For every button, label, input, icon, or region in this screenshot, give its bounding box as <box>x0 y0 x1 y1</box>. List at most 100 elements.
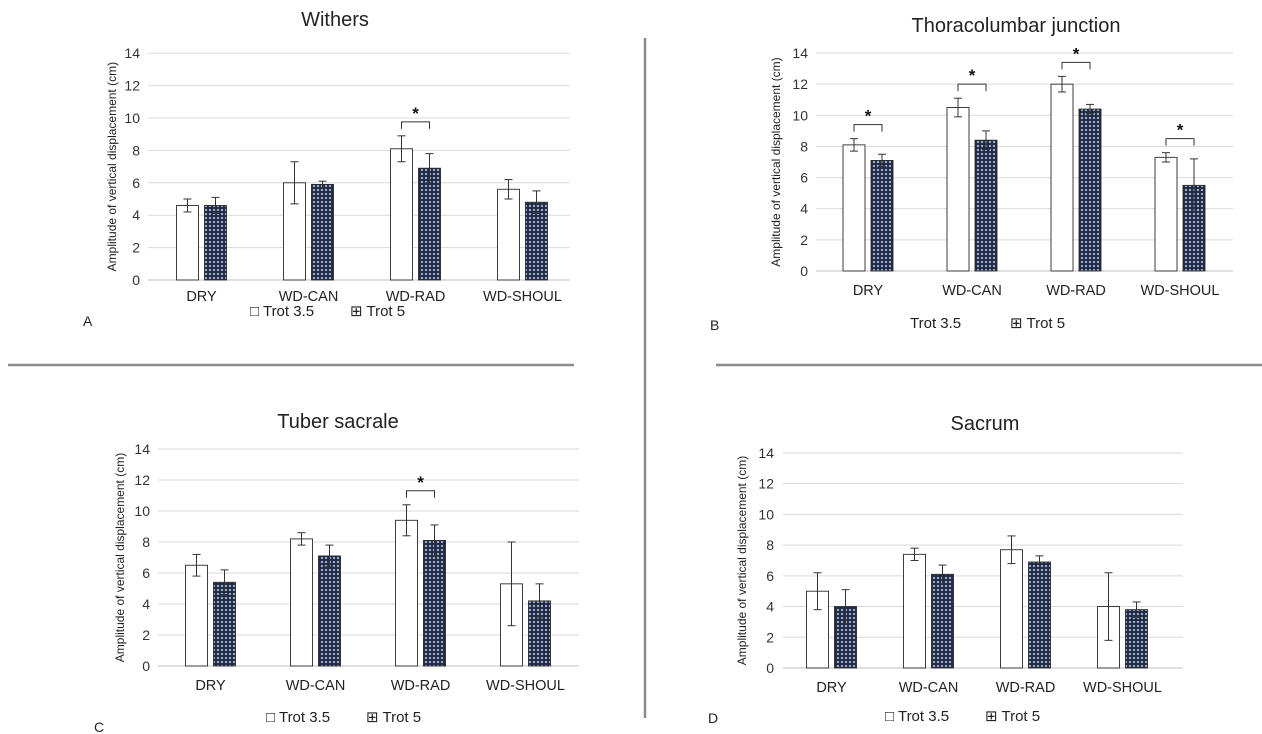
y-tick-label: 4 <box>142 596 150 612</box>
bar-trot-3-5 <box>946 107 970 272</box>
y-tick-label: 0 <box>800 263 808 279</box>
bar-trot-3-5 <box>1050 83 1074 272</box>
y-axis-label: Amplitude of vertical displacement (cm) <box>769 57 783 266</box>
panel-dividers <box>8 38 1262 718</box>
bar-trot-3-5 <box>497 188 520 281</box>
legend: □ Trot 3.5 ⊞ Trot 5 <box>266 709 421 726</box>
x-tick-label: WD-CAN <box>942 283 1002 299</box>
y-tick-label: 6 <box>132 175 140 191</box>
significance-star: * <box>417 473 424 492</box>
significance-star: * <box>1073 44 1080 63</box>
y-tick-label: 6 <box>142 565 150 581</box>
bar-trot-3-5 <box>185 564 208 667</box>
y-tick-label: 14 <box>792 45 808 61</box>
x-tick-label: DRY <box>186 289 217 305</box>
legend-item-trot-3-5: □ Trot 3.5 <box>885 708 949 725</box>
y-axis-label: Amplitude of vertical displacement (cm) <box>113 453 127 662</box>
y-tick-label: 2 <box>132 240 140 256</box>
bar-trot-5 <box>1125 609 1148 669</box>
y-tick-label: 2 <box>142 627 150 643</box>
bar-trot-3-5 <box>290 538 313 667</box>
y-tick-label: 10 <box>124 110 140 126</box>
bar-trot-5 <box>1028 561 1051 669</box>
chart-title: Tuber sacrale <box>277 411 399 433</box>
legend: □ Trot 3.5 ⊞ Trot 5 <box>885 708 1040 725</box>
bar-trot-3-5 <box>903 553 926 669</box>
legend-item-trot-5: ⊞ Trot 5 <box>985 708 1040 725</box>
y-tick-label: 0 <box>142 658 150 674</box>
y-tick-label: 8 <box>142 534 150 550</box>
chart-title: Thoracolumbar junction <box>912 15 1121 37</box>
bar-trot-5 <box>418 167 441 281</box>
x-tick-label: DRY <box>195 678 226 694</box>
x-tick-label: WD-CAN <box>286 678 346 694</box>
y-tick-label: 0 <box>766 660 774 676</box>
y-tick-label: 8 <box>766 537 774 553</box>
y-tick-label: 4 <box>800 201 808 217</box>
bar-trot-5 <box>1078 108 1102 272</box>
x-tick-label: WD-SHOUL <box>1141 283 1220 299</box>
panel-letter: B <box>710 317 719 333</box>
y-tick-label: 12 <box>134 472 150 488</box>
y-tick-label: 4 <box>132 207 140 223</box>
legend-item-trot-3-5: □ Trot 3.5 <box>266 709 330 726</box>
y-tick-label: 14 <box>124 45 140 61</box>
bar-trot-5 <box>204 205 227 281</box>
y-tick-label: 8 <box>132 142 140 158</box>
chart-panel-d: Sacrum 0 2 4 6 8 10 12 14 Amplitude of vertical d… <box>708 413 1183 726</box>
chart-panel-c: Tuber sacrale 0 2 4 6 8 10 12 14 Amplitude of ver… <box>94 411 579 734</box>
significance-star: * <box>865 107 872 126</box>
legend: Trot 3.5 ⊞ Trot 5 <box>910 315 1065 332</box>
legend-item-trot-5: ⊞ Trot 5 <box>1010 315 1065 332</box>
bar-trot-5 <box>870 160 894 272</box>
y-tick-label: 2 <box>766 629 774 645</box>
x-tick-label: WD-RAD <box>391 678 451 694</box>
x-tick-label: WD-SHOUL <box>1083 680 1162 696</box>
x-tick-label: DRY <box>853 283 884 299</box>
y-tick-label: 14 <box>134 441 150 457</box>
bar-trot-3-5 <box>1000 549 1023 669</box>
chart-panels: Withers 0 2 4 6 8 10 12 14 Amplitude of vertical … <box>83 9 1233 734</box>
y-tick-label: 14 <box>758 445 774 461</box>
y-tick-label: 12 <box>758 476 774 492</box>
y-tick-label: 10 <box>792 107 808 123</box>
chart-panel-a: Withers 0 2 4 6 8 10 12 14 Amplitude of vertical … <box>83 9 570 329</box>
significance-star: * <box>412 104 419 123</box>
y-tick-label: 2 <box>800 232 808 248</box>
legend-item-trot-3-5: □ Trot 3.5 <box>250 303 314 320</box>
y-tick-label: 0 <box>132 272 140 288</box>
y-tick-label: 8 <box>800 138 808 154</box>
bar-trot-5 <box>974 139 998 272</box>
bar-trot-3-5 <box>842 144 866 272</box>
legend: □ Trot 3.5 ⊞ Trot 5 <box>250 303 405 320</box>
y-tick-label: 6 <box>766 568 774 584</box>
panel-letter: D <box>708 710 718 726</box>
legend-item-trot-5: ⊞ Trot 5 <box>350 303 405 320</box>
bar-trot-3-5 <box>1154 156 1178 272</box>
bar-trot-3-5 <box>395 519 418 667</box>
significance-bracket <box>406 490 435 498</box>
x-tick-label: WD-SHOUL <box>486 678 565 694</box>
x-tick-label: WD-SHOUL <box>483 289 562 305</box>
y-tick-label: 10 <box>758 506 774 522</box>
y-tick-label: 6 <box>800 170 808 186</box>
panel-letter: A <box>83 313 93 329</box>
chart-title: Sacrum <box>951 413 1020 435</box>
x-tick-label: WD-CAN <box>899 680 959 696</box>
significance-bracket <box>1165 138 1195 146</box>
panel-letter: C <box>94 719 104 734</box>
significance-bracket <box>401 121 430 129</box>
bar-trot-5 <box>423 540 446 667</box>
significance-bracket <box>853 124 883 132</box>
x-tick-label: DRY <box>816 680 847 696</box>
x-tick-label: WD-RAD <box>386 289 446 305</box>
y-axis-label: Amplitude of vertical displacement (cm) <box>105 62 119 271</box>
bar-trot-5 <box>931 573 954 669</box>
y-tick-label: 12 <box>792 76 808 92</box>
x-tick-label: WD-CAN <box>279 289 339 305</box>
legend-item-trot-3-5: Trot 3.5 <box>910 315 961 332</box>
significance-star: * <box>969 66 976 85</box>
y-tick-label: 4 <box>766 599 774 615</box>
chart-panel-b: Thoracolumbar junction 0 2 4 6 8 10 12 14 Amplitu… <box>710 15 1233 333</box>
